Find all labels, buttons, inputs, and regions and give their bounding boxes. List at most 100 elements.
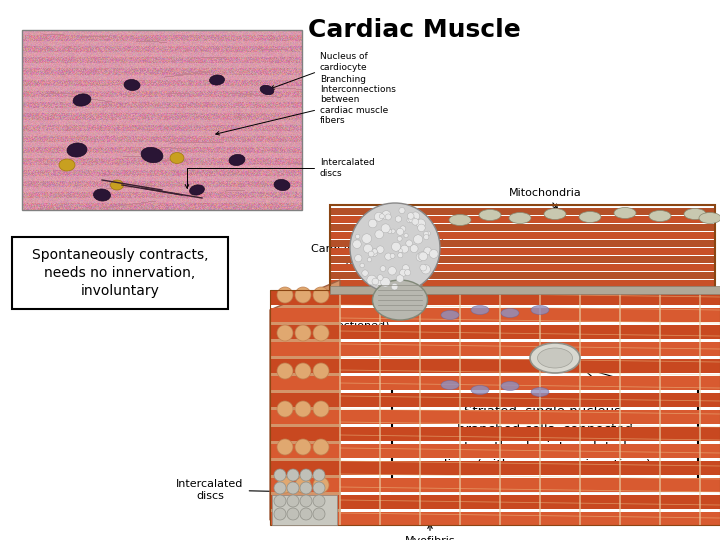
Bar (270, 512, 720, 525)
Text: Mitochondrion: Mitochondrion (559, 360, 700, 395)
Bar (330, 232, 715, 239)
Circle shape (300, 482, 312, 494)
Circle shape (412, 218, 418, 225)
Ellipse shape (124, 79, 140, 91)
Circle shape (313, 325, 329, 341)
Ellipse shape (372, 280, 428, 320)
Circle shape (423, 234, 429, 240)
Circle shape (380, 266, 386, 272)
Circle shape (406, 240, 413, 247)
Bar (330, 280, 715, 287)
Circle shape (400, 245, 408, 253)
Circle shape (421, 265, 431, 274)
Circle shape (426, 231, 431, 235)
Bar (270, 376, 720, 390)
Bar (270, 359, 720, 373)
Text: Cardiac muscle cell
(sectioned): Cardiac muscle cell (sectioned) (594, 431, 719, 471)
Circle shape (300, 469, 312, 481)
Circle shape (429, 249, 438, 258)
Ellipse shape (274, 179, 290, 191)
Circle shape (411, 212, 420, 220)
Circle shape (355, 254, 362, 262)
Bar (330, 264, 715, 271)
Circle shape (355, 239, 361, 245)
Bar (270, 427, 720, 441)
Circle shape (295, 325, 311, 341)
Circle shape (313, 401, 329, 417)
Circle shape (409, 216, 415, 223)
Bar (270, 478, 720, 492)
Circle shape (391, 284, 398, 290)
Bar (330, 240, 715, 247)
Circle shape (300, 508, 312, 520)
Circle shape (277, 477, 293, 493)
Circle shape (419, 252, 428, 261)
Circle shape (381, 224, 390, 233)
Bar (330, 272, 715, 279)
Bar (270, 308, 720, 322)
Ellipse shape (141, 147, 163, 163)
Circle shape (295, 401, 311, 417)
Circle shape (313, 482, 325, 494)
Circle shape (313, 508, 325, 520)
Circle shape (382, 211, 391, 220)
Circle shape (277, 287, 293, 303)
Bar (270, 461, 720, 475)
Ellipse shape (170, 152, 184, 164)
Circle shape (374, 212, 383, 221)
Circle shape (360, 264, 364, 268)
Circle shape (350, 203, 440, 293)
Ellipse shape (441, 381, 459, 389)
Circle shape (295, 287, 311, 303)
Circle shape (413, 235, 423, 244)
Ellipse shape (479, 210, 501, 220)
Ellipse shape (210, 75, 225, 85)
Circle shape (295, 363, 311, 379)
Bar (330, 248, 715, 255)
Circle shape (418, 224, 426, 232)
Circle shape (364, 244, 372, 253)
Circle shape (295, 439, 311, 455)
Circle shape (407, 218, 411, 222)
Ellipse shape (699, 213, 720, 224)
Polygon shape (270, 280, 340, 520)
Text: Mitochondria: Mitochondria (508, 188, 581, 209)
Circle shape (397, 236, 402, 241)
Ellipse shape (509, 213, 531, 224)
Ellipse shape (501, 308, 519, 318)
Ellipse shape (260, 85, 274, 94)
Circle shape (370, 249, 378, 256)
Circle shape (375, 230, 384, 239)
Text: Intercalated
discs: Intercalated discs (176, 479, 301, 501)
Bar (330, 224, 715, 231)
Circle shape (392, 242, 400, 251)
Ellipse shape (684, 208, 706, 219)
Ellipse shape (649, 211, 671, 221)
Text: Intercalated
discs: Intercalated discs (185, 158, 374, 188)
Text: Nucleus of
cardiocyte: Nucleus of cardiocyte (271, 52, 368, 89)
Ellipse shape (531, 388, 549, 396)
Text: Striated, single nucleus,
branched cells, connected
together by intercalated
dis: Striated, single nucleus, branched cells… (439, 405, 651, 472)
Bar (12, 237, 228, 309)
Circle shape (274, 482, 286, 494)
Bar (330, 216, 715, 223)
Ellipse shape (579, 212, 601, 222)
Ellipse shape (441, 310, 459, 320)
Circle shape (362, 234, 372, 244)
Circle shape (313, 477, 329, 493)
Ellipse shape (538, 348, 572, 368)
Bar (270, 325, 720, 339)
Circle shape (353, 240, 361, 248)
Ellipse shape (471, 306, 489, 314)
Bar (270, 393, 720, 407)
Circle shape (313, 469, 325, 481)
Circle shape (397, 253, 403, 258)
Circle shape (405, 269, 410, 275)
Circle shape (367, 258, 372, 262)
Circle shape (372, 278, 379, 285)
Circle shape (408, 213, 414, 219)
Bar (330, 205, 715, 290)
Circle shape (287, 508, 299, 520)
Circle shape (274, 495, 286, 507)
Ellipse shape (614, 207, 636, 219)
